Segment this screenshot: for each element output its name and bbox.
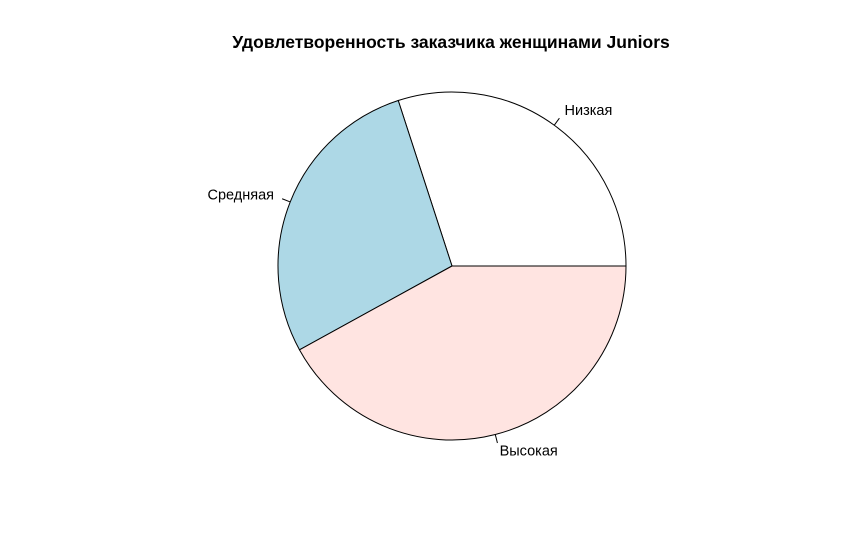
pie-slices bbox=[277, 91, 627, 441]
slice-labels: Низкая Средняая Высокая bbox=[208, 103, 613, 459]
pie-slice-2 bbox=[277, 99, 453, 351]
label-tick-2 bbox=[281, 198, 291, 203]
label-ticks bbox=[281, 117, 560, 444]
slice-label-1: Низкая bbox=[565, 103, 613, 119]
label-tick-1 bbox=[553, 117, 560, 126]
slice-label-3: Высокая bbox=[500, 443, 558, 459]
chart-title: Удовлетворенность заказчика женщинами Ju… bbox=[232, 32, 670, 52]
label-tick-3 bbox=[494, 434, 498, 444]
pie-slice-3 bbox=[298, 265, 627, 441]
slice-label-2: Средняая bbox=[208, 188, 275, 204]
